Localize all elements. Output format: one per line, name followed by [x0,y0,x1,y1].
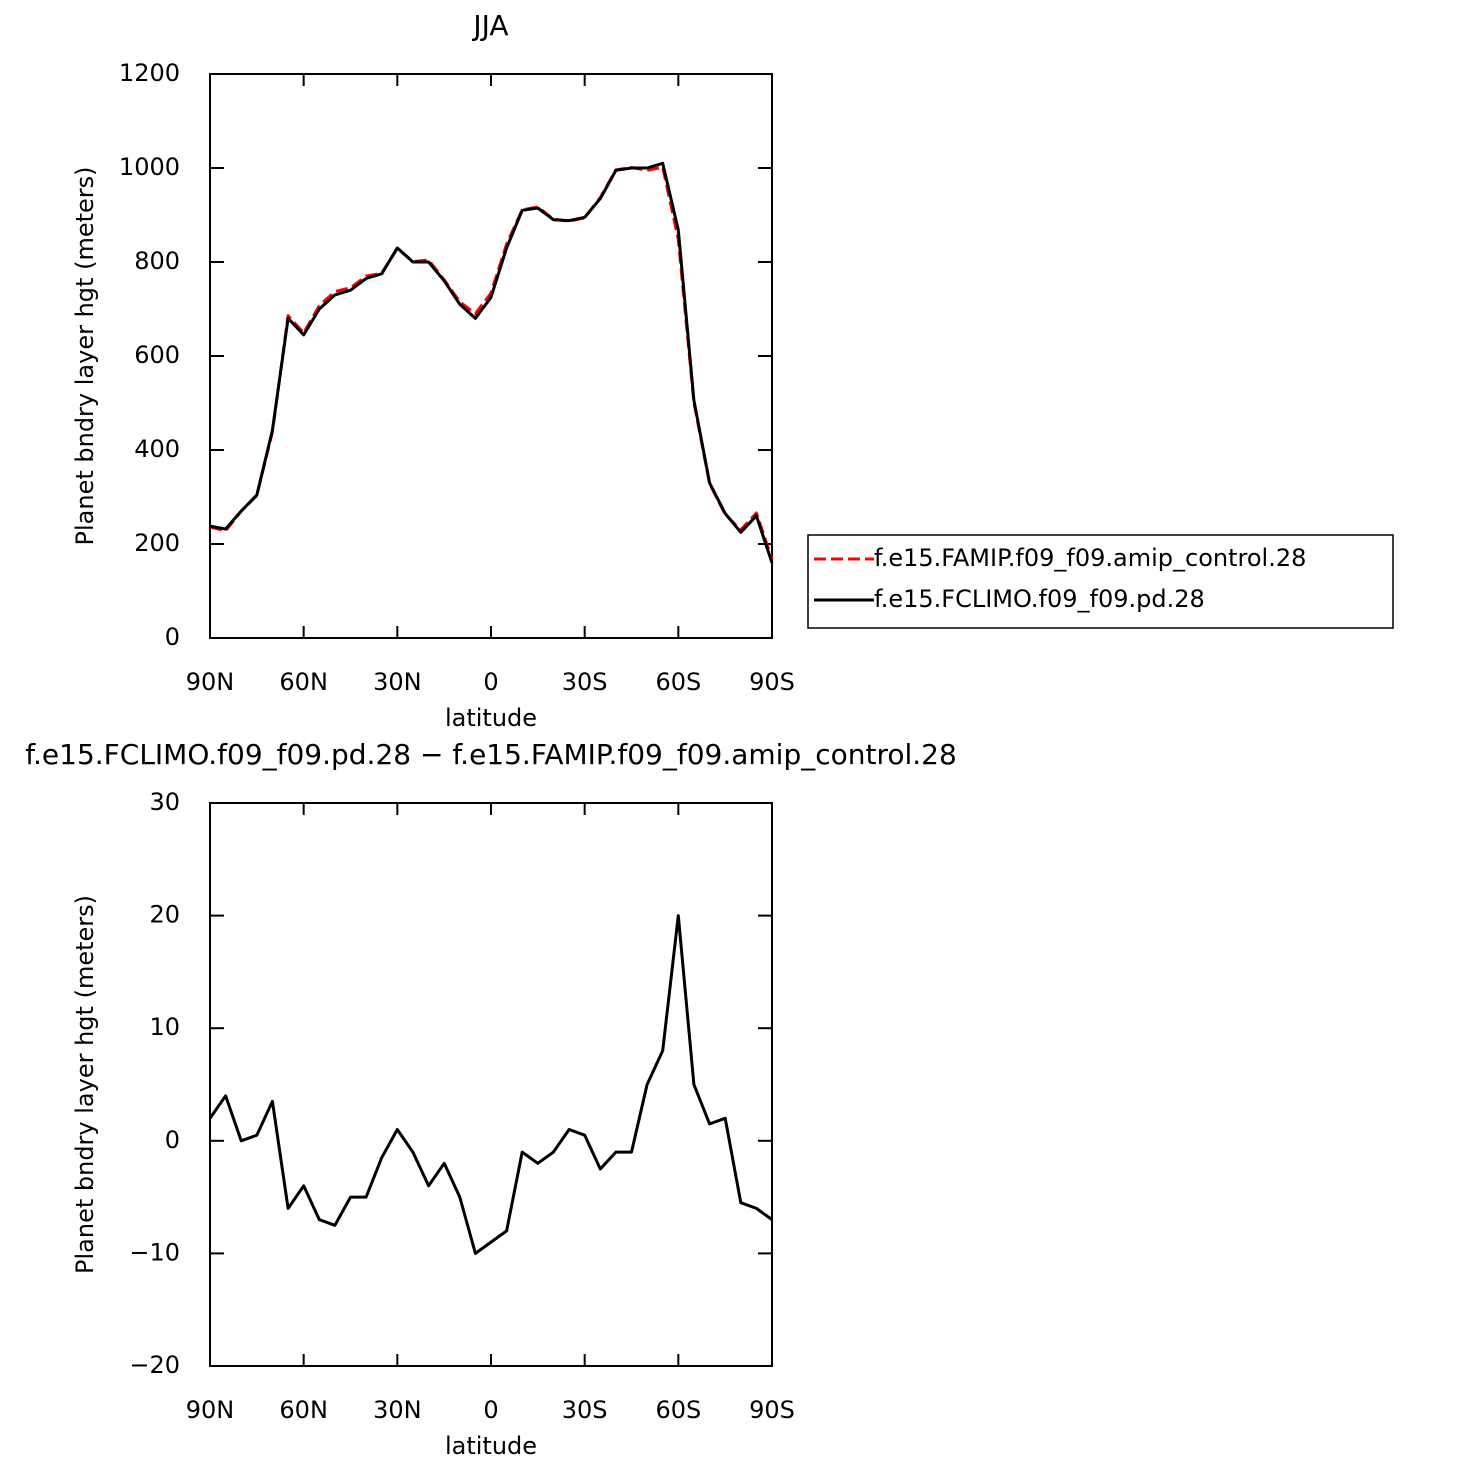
chart-title: JJA [471,9,508,42]
x-tick-label: 0 [483,1396,498,1424]
x-tick-label: 90S [749,668,795,696]
x-tick-label: 90S [749,1396,795,1424]
plot-frame [209,802,773,1367]
legend-box [807,534,1394,629]
x-tick-label: 30N [373,1396,422,1424]
data-line [209,161,774,564]
y-tick-label: 1000 [119,153,180,181]
y-tick-label: 600 [134,341,180,369]
x-axis-label: latitude [445,1432,537,1460]
y-axis-label: Planet bndry layer hgt (meters) [71,895,99,1274]
x-tick-label: 60N [279,1396,328,1424]
plot-frame [209,73,773,639]
data-line [208,914,773,1255]
data-line [209,165,774,560]
y-axis-label: Planet bndry layer hgt (meters) [71,167,99,546]
y-tick-label: 10 [149,1013,180,1041]
x-tick-label: 30S [562,668,608,696]
y-tick-label: 0 [165,1126,180,1154]
chart-title: f.e15.FCLIMO.f09_f09.pd.28 − f.e15.FAMIP… [25,738,957,771]
legend-label: f.e15.FAMIP.f09_f09.amip_control.28 [874,544,1306,572]
y-tick-label: 20 [149,901,180,929]
y-tick-label: 200 [134,529,180,557]
x-axis-label: latitude [445,704,537,732]
x-tick-label: 30N [373,668,422,696]
y-tick-label: −20 [129,1351,180,1379]
x-tick-label: 90N [186,1396,235,1424]
y-tick-label: 0 [165,623,180,651]
y-tick-label: 1200 [119,59,180,87]
legend-label: f.e15.FCLIMO.f09_f09.pd.28 [874,585,1205,613]
x-tick-label: 60S [655,668,701,696]
y-tick-label: −10 [129,1238,180,1266]
y-tick-label: 800 [134,247,180,275]
x-tick-label: 0 [483,668,498,696]
x-tick-label: 60S [655,1396,701,1424]
y-tick-label: 400 [134,435,180,463]
x-tick-label: 90N [186,668,235,696]
y-tick-label: 30 [149,788,180,816]
x-tick-label: 30S [562,1396,608,1424]
x-tick-label: 60N [279,668,328,696]
